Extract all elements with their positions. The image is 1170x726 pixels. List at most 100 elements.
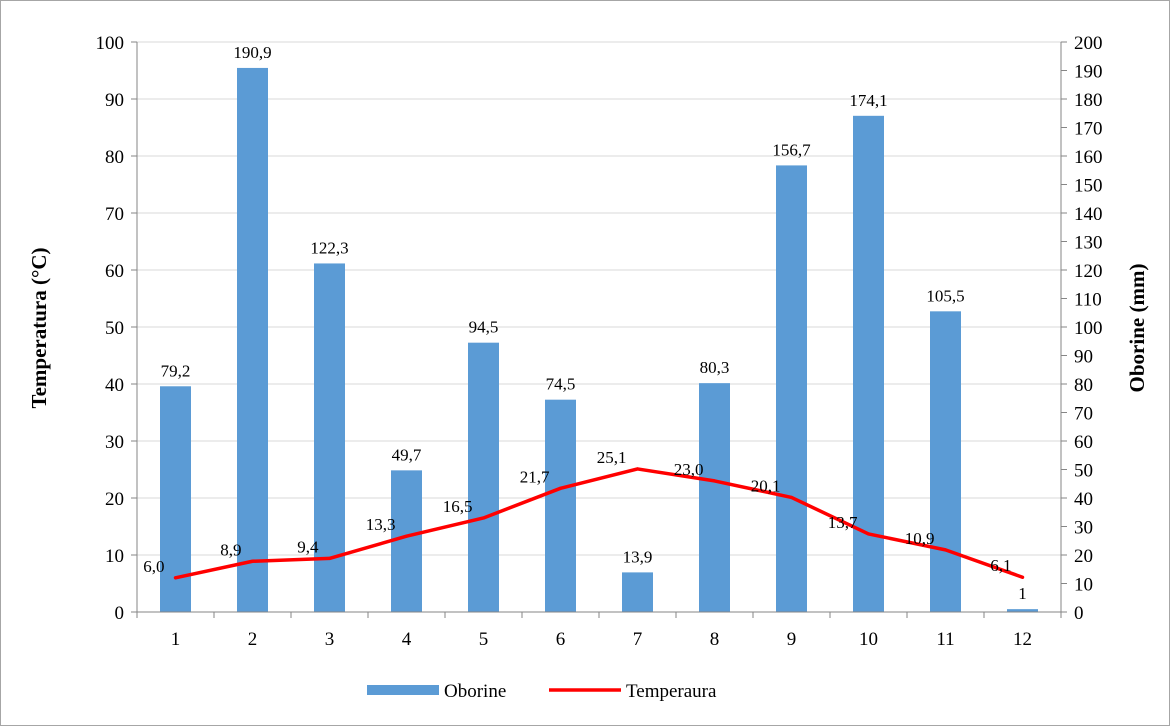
y2-tick-label: 30: [1074, 518, 1093, 539]
bar-data-label: 49,7: [392, 445, 422, 464]
bar-data-label: 80,3: [700, 358, 730, 377]
temperature-line: [173, 467, 1025, 580]
x-tick-label: 6: [556, 629, 566, 650]
temperature-series-line: [173, 467, 1025, 580]
y2-tick-label: 190: [1074, 62, 1103, 83]
line-data-label: 23,0: [674, 460, 704, 479]
axis-titles: Temperatura (°C) Oborine (mm): [27, 247, 1149, 408]
y2-axis-title: Oborine (mm): [1125, 264, 1149, 393]
x-tick-label: 12: [1013, 629, 1032, 650]
y-tick-label: 70: [105, 204, 124, 225]
y-tick-label: 40: [105, 375, 124, 396]
x-tick-label: 9: [787, 629, 797, 650]
bar-oborine: [468, 342, 499, 612]
line-data-label: 13,3: [366, 515, 396, 534]
legend: Oborine Temperaura: [367, 681, 717, 702]
line-data-label: 10,9: [905, 529, 935, 548]
temperature-point: [482, 516, 485, 520]
temperature-point: [636, 467, 639, 471]
temperature-point: [251, 559, 254, 563]
x-tick-label: 1: [171, 629, 181, 650]
y2-tick-label: 50: [1074, 461, 1093, 482]
temperature-point: [405, 534, 408, 538]
y2-tick-label: 170: [1074, 119, 1103, 140]
y-tick-label: 90: [105, 90, 124, 111]
y2-tick-label: 70: [1074, 404, 1093, 425]
bar-data-label: 79,2: [161, 361, 191, 380]
temperature-point: [867, 532, 870, 536]
temperature-point: [559, 486, 562, 490]
bar-data-label: 74,5: [546, 375, 576, 394]
line-data-label: 16,5: [443, 497, 473, 516]
line-data-label: 20,1: [751, 476, 781, 495]
y-axis-title: Temperatura (°C): [27, 247, 51, 408]
y2-tick-label: 160: [1074, 147, 1103, 168]
bar-data-label: 105,5: [926, 286, 964, 305]
x-tick-label: 2: [248, 629, 258, 650]
x-tick-label: 3: [325, 629, 335, 650]
y2-tick-label: 150: [1074, 176, 1103, 197]
temperature-point: [1021, 575, 1024, 579]
y-tick-label: 20: [105, 489, 124, 510]
x-tick-label: 7: [633, 629, 643, 650]
bar-oborine: [545, 399, 576, 612]
line-data-label: 25,1: [597, 448, 627, 467]
line-data-label: 8,9: [220, 540, 241, 559]
y2-tick-label: 80: [1074, 375, 1093, 396]
x-tick-label: 4: [402, 629, 412, 650]
y2-tick-label: 110: [1074, 290, 1102, 311]
bar-oborine: [699, 383, 730, 612]
y-tick-label: 10: [105, 546, 124, 567]
y2-tick-label: 90: [1074, 347, 1093, 368]
y2-tick-label: 120: [1074, 261, 1103, 282]
y2-tick-label: 40: [1074, 489, 1093, 510]
y2-tick-label: 0: [1074, 603, 1084, 624]
y-tick-label: 0: [115, 603, 125, 624]
bar-data-label: 94,5: [469, 318, 499, 337]
y2-tick-label: 200: [1074, 33, 1103, 54]
legend-label-temperaura: Temperaura: [626, 681, 717, 702]
bar-data-label: 1: [1018, 584, 1027, 603]
axes: [131, 41, 1067, 618]
temperature-point: [174, 576, 177, 580]
y-tick-label: 80: [105, 147, 124, 168]
bar-data-label: 156,7: [772, 140, 811, 159]
x-tick-label: 11: [936, 629, 954, 650]
line-data-label: 21,7: [520, 467, 550, 486]
bar-data-label: 190,9: [233, 43, 271, 62]
x-tick-label: 10: [859, 629, 878, 650]
tick-labels: 0 10 20 30 40 50 60 70 80 90 100 0 10 20 30 40 50 60 70 80 9…: [96, 33, 1103, 650]
line-data-label: 13,7: [828, 513, 858, 532]
temperature-point: [944, 548, 947, 552]
bar-data-label: 122,3: [310, 238, 348, 257]
y-tick-label: 100: [96, 33, 125, 54]
line-data-label: 6,0: [143, 557, 164, 576]
bar-oborine: [930, 311, 961, 612]
bar-oborine: [237, 67, 268, 612]
precipitation-bars: [160, 67, 1038, 612]
bar-oborine: [776, 165, 807, 612]
y2-tick-label: 180: [1074, 90, 1103, 111]
data-labels: 79,2 190,9 122,3 49,7 94,5 74,5 13,9 80,3 156,7 1…: [143, 43, 1027, 603]
y2-tick-label: 20: [1074, 546, 1093, 567]
y2-tick-label: 140: [1074, 204, 1103, 225]
bar-oborine: [622, 572, 653, 612]
x-tick-label: 5: [479, 629, 489, 650]
temperature-point: [713, 479, 716, 483]
y2-tick-label: 130: [1074, 233, 1103, 254]
y2-tick-label: 60: [1074, 432, 1093, 453]
gridlines: [137, 41, 1061, 613]
y-tick-label: 30: [105, 432, 124, 453]
line-data-label: 6,1: [990, 556, 1011, 575]
bar-oborine: [391, 470, 422, 612]
y2-tick-label: 10: [1074, 575, 1093, 596]
bar-data-label: 13,9: [623, 547, 653, 566]
temperature-point: [328, 556, 331, 560]
legend-label-oborine: Oborine: [444, 681, 506, 702]
x-tick-label: 8: [710, 629, 720, 650]
bar-data-label: 174,1: [849, 91, 887, 110]
bar-oborine: [1007, 609, 1038, 612]
temperature-point: [790, 495, 793, 499]
